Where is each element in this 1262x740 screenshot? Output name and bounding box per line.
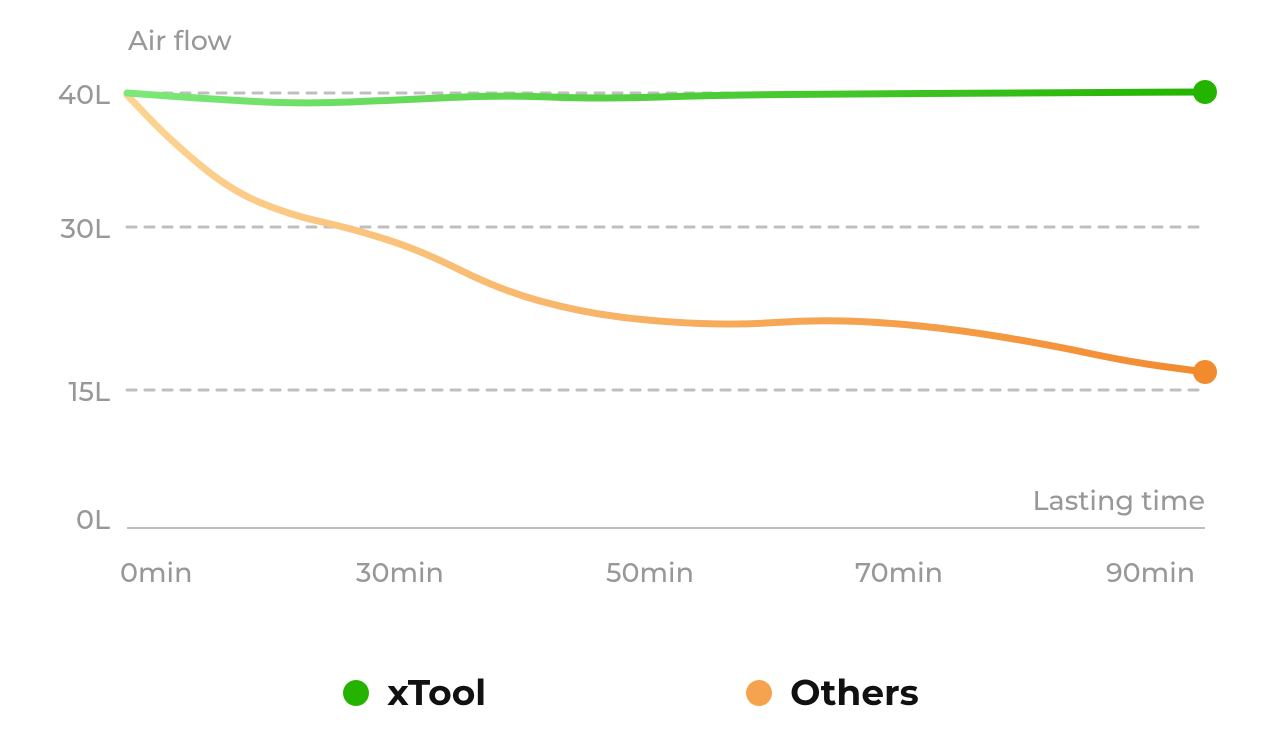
- y-tick-40: 40L: [58, 78, 110, 111]
- legend: xTool Others: [0, 668, 1262, 718]
- y-tick-0: 0L: [76, 503, 110, 536]
- x-axis-title: Lasting time: [1033, 484, 1205, 517]
- x-tick-labels: 0min 30min 50min 70min 90min: [0, 556, 1262, 596]
- chart-plot-area: Air flow Lasting time 40L 30L 15L 0L 0mi…: [0, 0, 1262, 600]
- legend-dot-xtool: [343, 680, 369, 706]
- x-tick-0: 0min: [120, 556, 192, 589]
- legend-item-xtool: xTool: [343, 671, 486, 715]
- legend-item-others: Others: [746, 671, 919, 715]
- legend-label-xtool: xTool: [387, 671, 486, 715]
- y-tick-labels: 40L 30L 15L 0L: [0, 0, 110, 600]
- legend-dot-others: [746, 680, 772, 706]
- airflow-chart-container: Air flow Lasting time 40L 30L 15L 0L 0mi…: [0, 0, 1262, 740]
- x-tick-50: 50min: [606, 556, 694, 589]
- legend-label-others: Others: [790, 671, 919, 715]
- x-tick-90: 90min: [1106, 556, 1195, 589]
- x-tick-70: 70min: [855, 556, 943, 589]
- y-axis-title: Air flow: [128, 24, 232, 57]
- y-tick-15: 15L: [68, 375, 110, 408]
- y-tick-30: 30L: [61, 212, 111, 245]
- x-tick-30: 30min: [356, 556, 444, 589]
